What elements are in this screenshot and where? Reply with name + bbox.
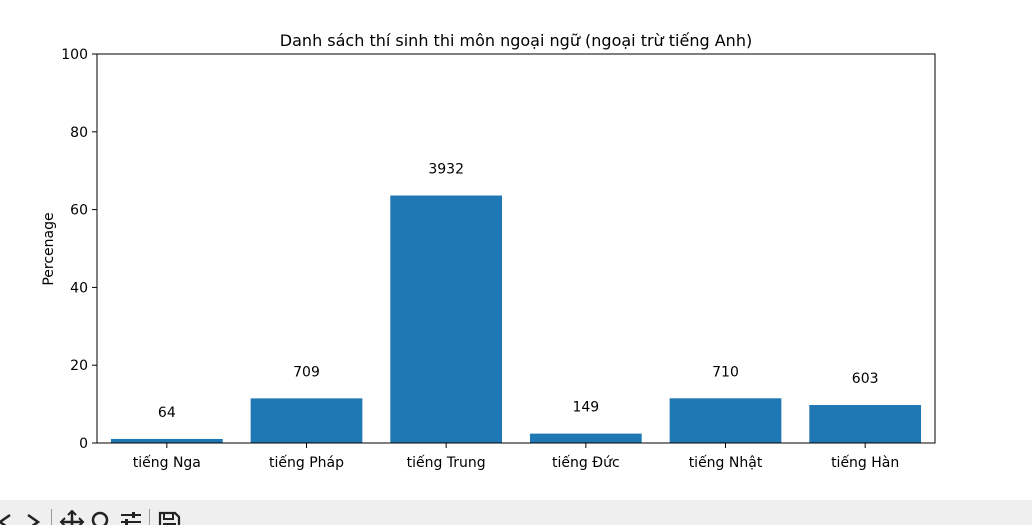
ticks-layer: tiếng Nga tiếng Pháp tiếng Trung tiếng Đức t… <box>61 47 899 471</box>
bar <box>809 405 922 443</box>
y-tick-label: 20 <box>70 358 88 374</box>
chart-canvas: Danh sách thí sinh thi môn ngoại ngữ (ng… <box>41 31 936 471</box>
y-tick-label: 0 <box>79 436 88 452</box>
x-tick-label: tiếng Pháp <box>269 454 344 471</box>
y-tick-label: 100 <box>61 47 88 63</box>
chart-title: Danh sách thí sinh thi môn ngoại ngữ (ng… <box>280 31 752 50</box>
bar <box>529 433 642 443</box>
configure-icon[interactable] <box>118 509 144 525</box>
data-label: 709 <box>293 364 320 380</box>
data-label: 710 <box>712 364 739 380</box>
x-tick-label: tiếng Đức <box>552 454 620 471</box>
y-tick-label: 80 <box>70 125 88 141</box>
bar <box>669 398 782 443</box>
bars-layer <box>110 195 922 443</box>
zoom-icon[interactable] <box>88 509 114 525</box>
chart-figure: Danh sách thí sinh thi môn ngoại ngữ (ng… <box>41 31 936 471</box>
toolbar-separator <box>149 509 150 525</box>
bar <box>250 398 363 443</box>
data-label: 603 <box>852 371 879 387</box>
forward-icon[interactable] <box>20 509 46 525</box>
x-tick-label: tiếng Nhật <box>689 454 763 471</box>
x-tick-label: tiếng Hàn <box>831 454 899 471</box>
data-label: 64 <box>158 405 176 421</box>
x-tick-label: tiếng Nga <box>133 454 201 471</box>
y-tick-label: 40 <box>70 280 88 296</box>
data-labels-layer: 64 709 3932 149 710 603 <box>158 162 879 421</box>
save-icon[interactable] <box>156 509 182 525</box>
axes-frame <box>96 53 936 444</box>
pan-icon[interactable] <box>59 509 85 525</box>
bar <box>110 438 223 443</box>
bar <box>390 195 503 443</box>
back-icon[interactable] <box>0 509 18 525</box>
data-label: 149 <box>572 400 599 416</box>
y-tick-label: 60 <box>70 203 88 219</box>
data-label: 3932 <box>428 162 464 178</box>
toolbar-separator <box>51 509 52 525</box>
x-tick-label: tiếng Trung <box>407 454 486 471</box>
plot-toolbar <box>0 500 1032 525</box>
y-axis-label: Percenage <box>41 212 57 285</box>
